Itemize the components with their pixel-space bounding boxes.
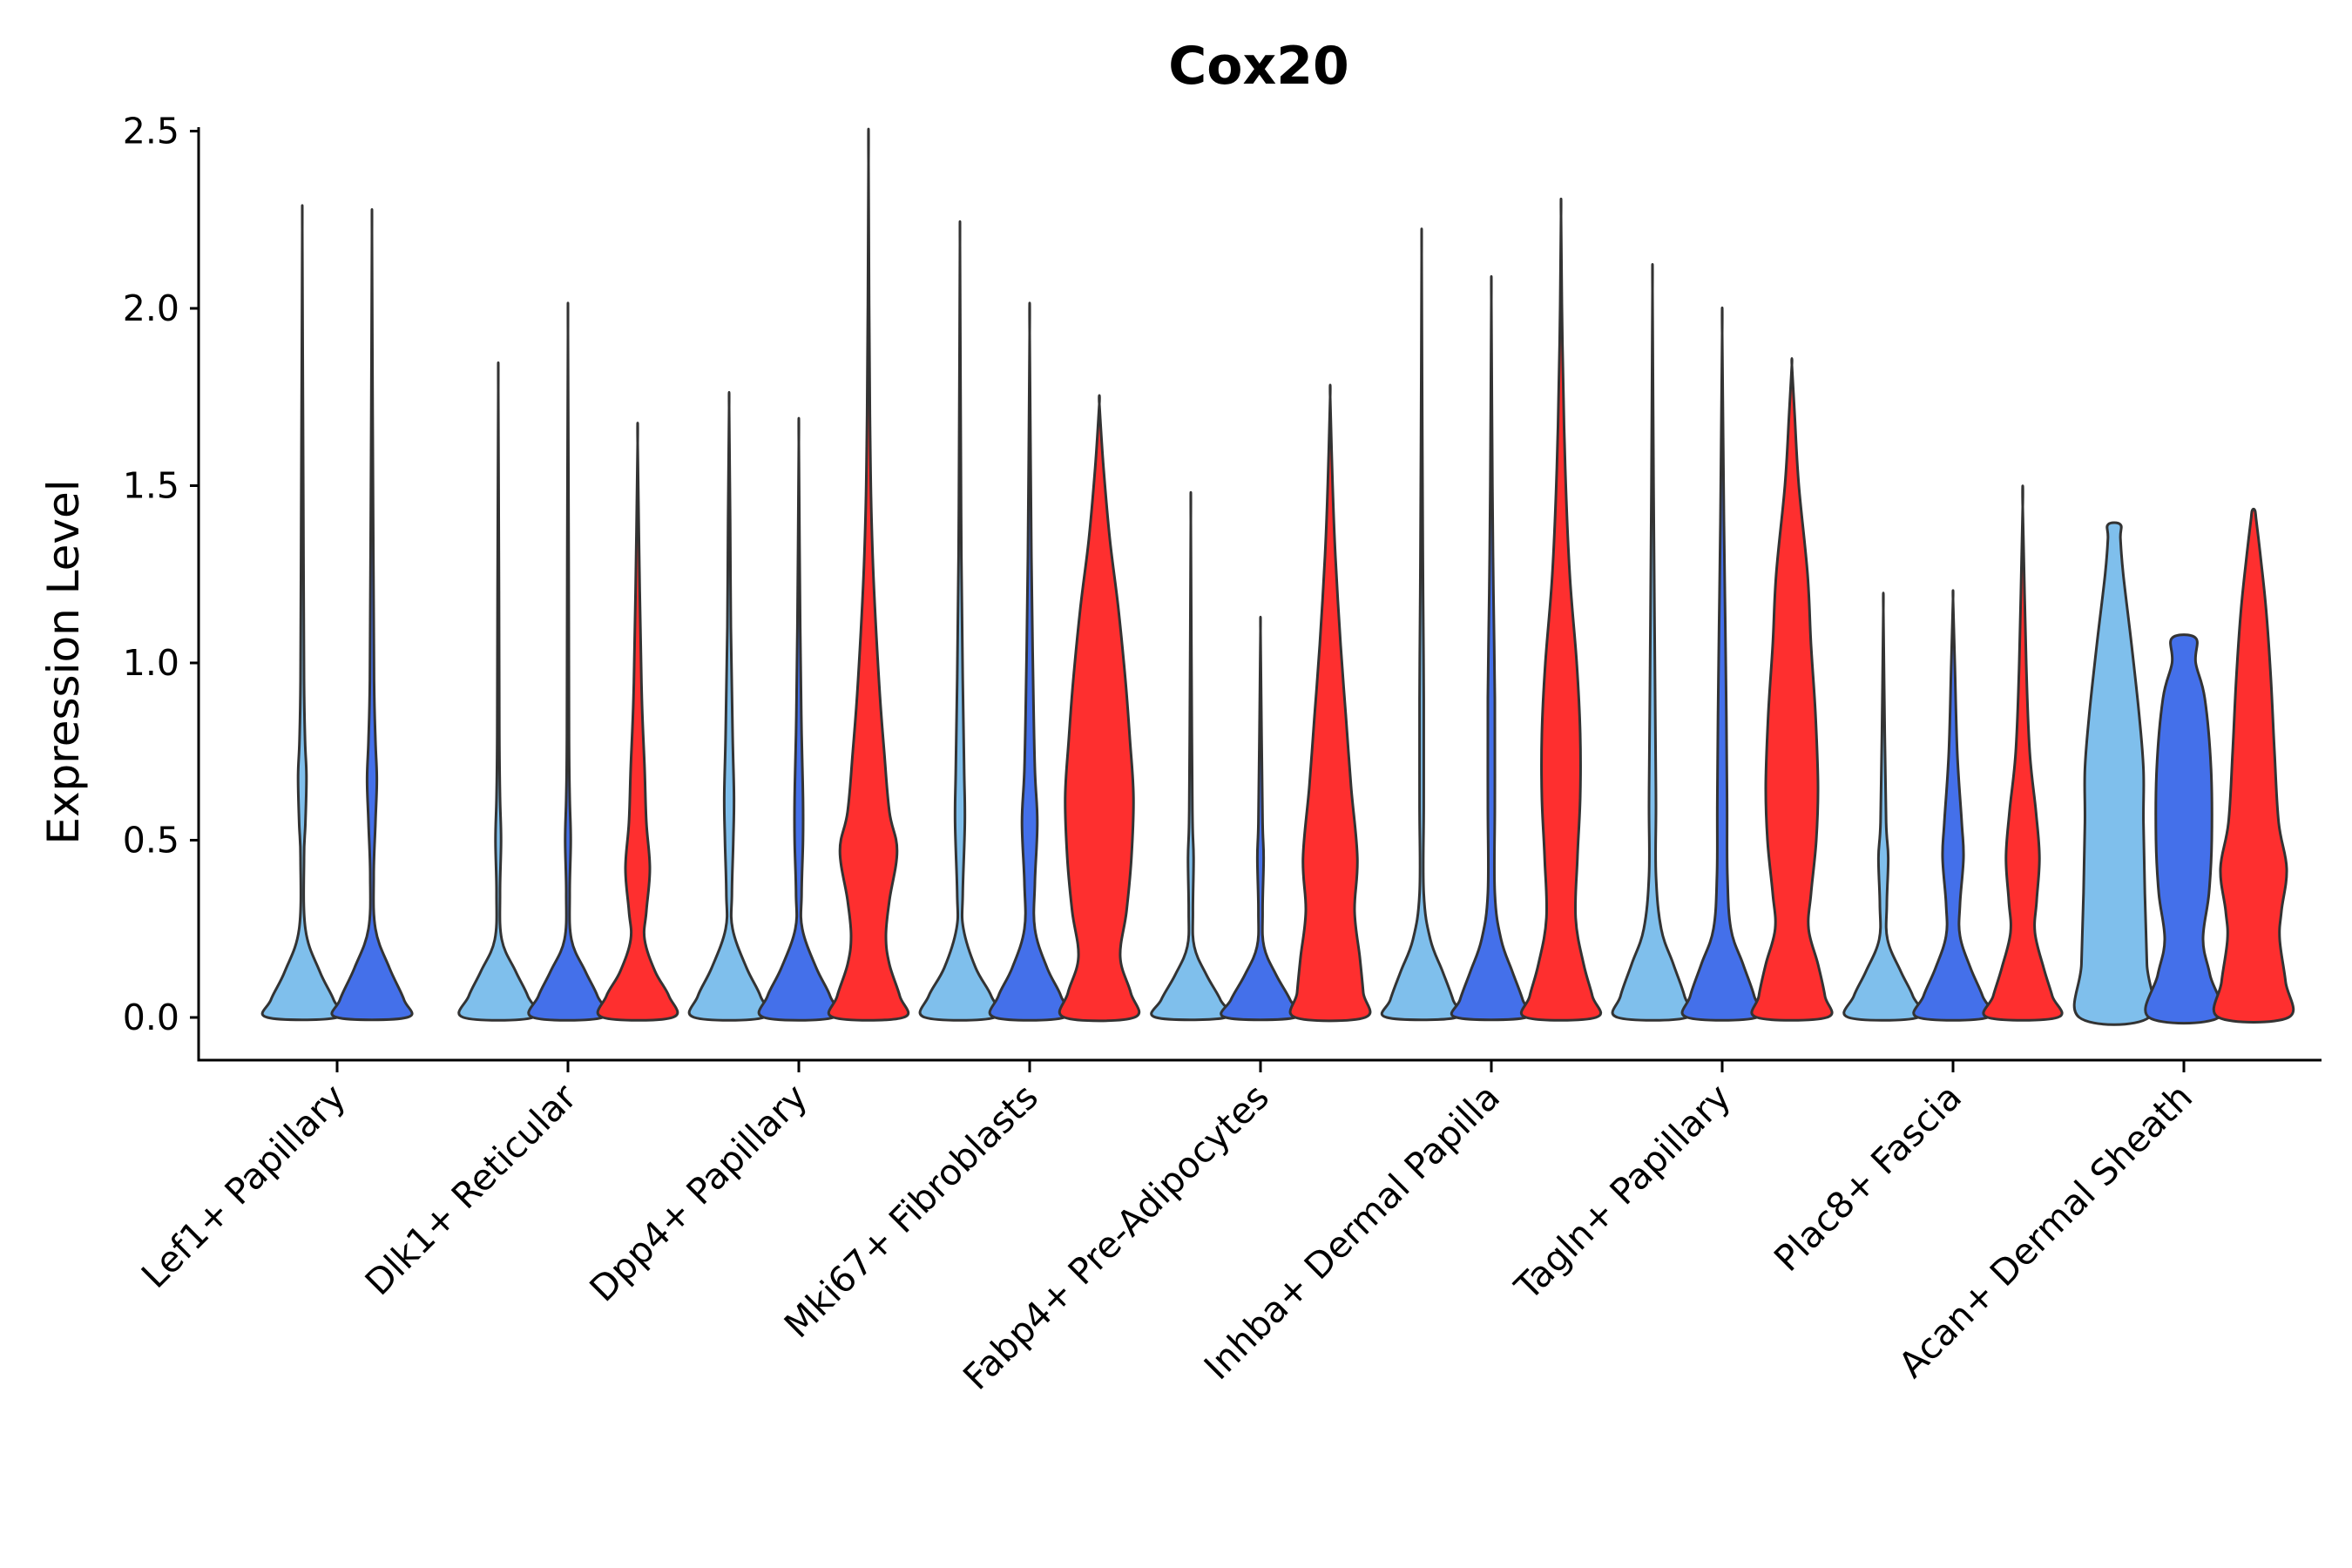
violin-group-1 [918,220,1002,1022]
violin-group-2 [988,301,1071,1022]
violin-group-1 [1611,262,1694,1022]
x-tick-label: Lef1+ Papillary [133,1076,354,1296]
x-tick-label: Mki67+ Fibroblasts [776,1076,1046,1346]
violin-group-1 [457,361,539,1022]
violin-group-2 [1912,589,1994,1022]
violin-group-3 [1750,356,1834,1022]
y-axis-label: Expression Level [38,479,89,844]
y-ticks-group: 0.0 0.5 1.0 1.5 2.0 2.5 [123,111,199,1038]
violin-group-1 [1842,591,1924,1022]
violin-group-2 [757,416,841,1022]
violin-group-1 [687,390,771,1022]
x-tick-label: Tagln+ Papillary [1506,1076,1739,1308]
x-tick-label: Dlk1+ Reticular [357,1076,585,1303]
violin-group-1 [2072,521,2156,1026]
y-tick-label: 2.5 [123,111,179,152]
violin-group-3 [1058,394,1141,1023]
y-tick-label: 0.5 [123,820,179,862]
y-tick-label: 2.0 [123,287,179,329]
violin-group-3 [1288,383,1372,1023]
violin-group-1 [260,204,344,1022]
y-tick-label: 0.0 [123,997,179,1038]
violin-group-3 [596,422,679,1022]
violins-group [260,127,2295,1026]
chart-title: Cox20 [1168,36,1348,97]
violin-group-2 [2144,633,2224,1025]
violin-group-3 [1519,197,1603,1022]
violin-group-2 [330,208,414,1022]
x-tick-label: Dpp4+ Papillary [582,1076,815,1309]
violin-group-2 [1220,615,1301,1022]
violin-group-3 [827,127,910,1022]
violin-group-3 [2212,507,2295,1024]
y-tick-label: 1.5 [123,465,179,507]
violin-group-2 [1450,275,1533,1022]
violin-group-2 [527,301,609,1022]
y-tick-label: 1.0 [123,642,179,684]
violin-group-1 [1150,490,1232,1022]
x-tick-label: Plac8+ Fascia [1766,1076,1970,1280]
violin-group-2 [1680,307,1764,1022]
violin-group-1 [1380,227,1463,1022]
violin-group-3 [1982,484,2064,1022]
